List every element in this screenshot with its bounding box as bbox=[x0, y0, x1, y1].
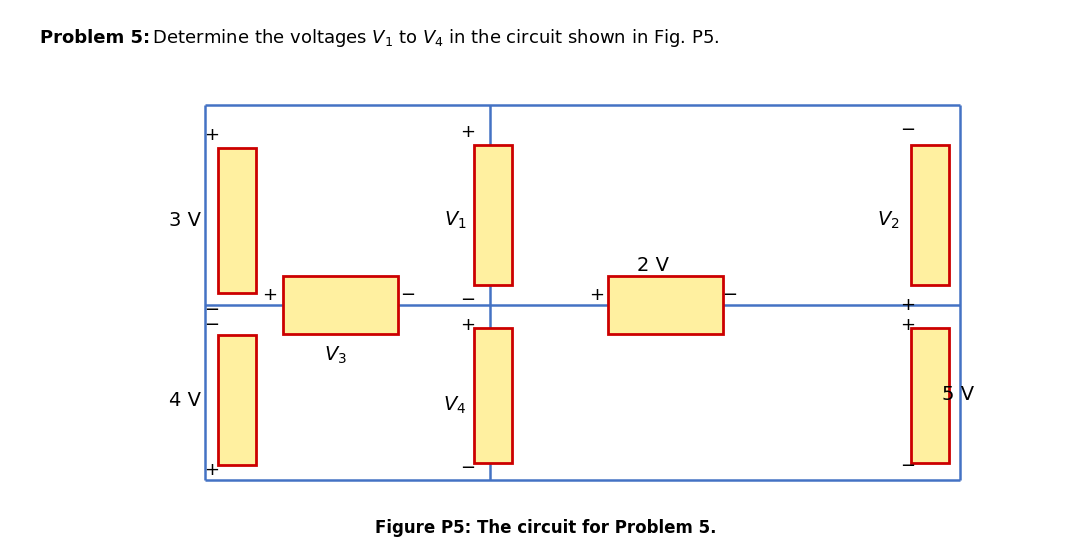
Bar bbox=[607, 276, 723, 334]
Text: $V_3$: $V_3$ bbox=[323, 344, 346, 366]
Bar bbox=[911, 328, 949, 463]
Bar bbox=[474, 145, 512, 285]
Text: 3 V: 3 V bbox=[169, 211, 201, 230]
Text: +: + bbox=[901, 316, 915, 334]
Bar bbox=[283, 276, 397, 334]
Bar bbox=[911, 145, 949, 285]
Text: −: − bbox=[901, 457, 915, 475]
Text: 2 V: 2 V bbox=[637, 255, 669, 274]
Text: 4 V: 4 V bbox=[169, 390, 201, 409]
Text: $V_1$: $V_1$ bbox=[443, 209, 466, 231]
Text: $V_4$: $V_4$ bbox=[443, 394, 466, 416]
Bar bbox=[218, 335, 256, 465]
Text: +: + bbox=[262, 286, 277, 304]
Text: +: + bbox=[204, 461, 219, 479]
Text: −: − bbox=[901, 121, 915, 139]
Text: −: − bbox=[401, 286, 416, 304]
Text: −: − bbox=[204, 301, 219, 319]
Text: $V_2$: $V_2$ bbox=[877, 209, 900, 231]
Bar bbox=[474, 328, 512, 463]
Text: 5 V: 5 V bbox=[942, 385, 974, 404]
Text: Figure P5: The circuit for Problem 5.: Figure P5: The circuit for Problem 5. bbox=[376, 519, 716, 537]
Text: +: + bbox=[461, 123, 475, 141]
Text: +: + bbox=[204, 126, 219, 144]
Text: Determine the voltages $V_1$ to $V_4$ in the circuit shown in Fig. P5.: Determine the voltages $V_1$ to $V_4$ in… bbox=[130, 27, 720, 49]
Bar bbox=[218, 147, 256, 292]
Text: −: − bbox=[204, 316, 219, 334]
Text: −: − bbox=[461, 459, 475, 477]
Text: Problem 5:: Problem 5: bbox=[40, 29, 150, 47]
Text: +: + bbox=[461, 316, 475, 334]
Text: +: + bbox=[901, 296, 915, 314]
Text: +: + bbox=[590, 286, 605, 304]
Text: −: − bbox=[461, 291, 475, 309]
Text: −: − bbox=[723, 286, 737, 304]
